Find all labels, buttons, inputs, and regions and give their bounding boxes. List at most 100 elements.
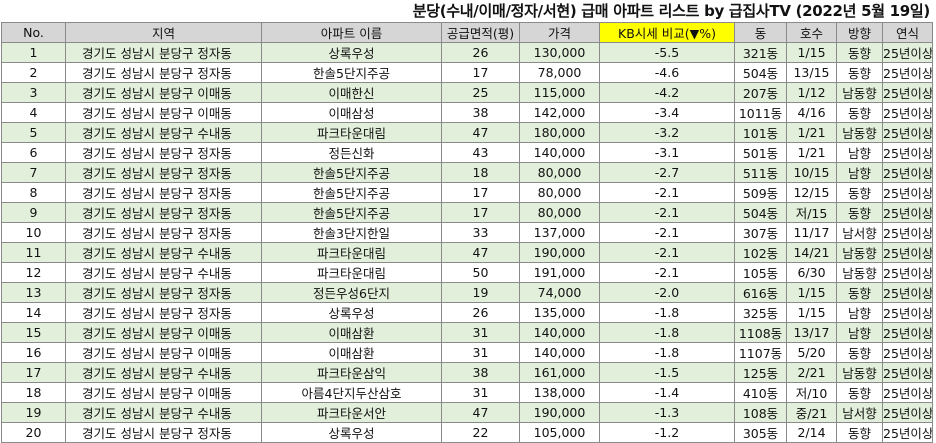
cell-area: 43	[441, 142, 520, 163]
cell-kb-compare: -1.4	[599, 382, 735, 403]
cell-age: 25년이상	[882, 322, 933, 343]
cell-unit: 10/15	[786, 162, 837, 183]
cell-no: 6	[1, 142, 66, 163]
cell-region: 경기도 성남시 분당구 이매동	[65, 322, 262, 343]
cell-region: 경기도 성남시 분당구 이매동	[65, 82, 262, 103]
cell-age: 25년이상	[882, 222, 933, 243]
cell-price: 80,000	[519, 162, 600, 183]
cell-area: 38	[441, 362, 520, 383]
cell-age: 25년이상	[882, 282, 933, 303]
cell-apartment: 파크타운대림	[261, 262, 442, 283]
cell-dong: 102동	[734, 242, 787, 263]
table-row: 14 경기도 성남시 분당구 정자동 상록우성 26 135,000 -1.8 325동 1/…	[1, 302, 933, 323]
cell-area: 17	[441, 202, 520, 223]
cell-direction: 남동향	[836, 242, 883, 263]
cell-dong: 504동	[734, 62, 787, 83]
cell-age: 25년이상	[882, 162, 933, 183]
cell-no: 11	[1, 242, 66, 263]
cell-direction: 남향	[836, 162, 883, 183]
cell-dong: 307동	[734, 222, 787, 243]
cell-no: 4	[1, 102, 66, 123]
cell-unit: 1/15	[786, 42, 837, 63]
table-row: 11 경기도 성남시 분당구 수내동 파크타운대림 47 190,000 -2.1 102동…	[1, 242, 933, 263]
cell-area: 47	[441, 122, 520, 143]
cell-apartment: 상록우성	[261, 42, 442, 63]
cell-kb-compare: -1.5	[599, 362, 735, 383]
cell-dong: 105동	[734, 262, 787, 283]
cell-apartment: 파크타운서안	[261, 402, 442, 423]
cell-dong: 511동	[734, 162, 787, 183]
cell-apartment: 한솔5단지주공	[261, 62, 442, 83]
cell-no: 10	[1, 222, 66, 243]
cell-price: 180,000	[519, 122, 600, 143]
cell-kb-compare: -5.5	[599, 42, 735, 63]
cell-no: 16	[1, 342, 66, 363]
cell-region: 경기도 성남시 분당구 수내동	[65, 122, 262, 143]
cell-price: 135,000	[519, 302, 600, 323]
cell-apartment: 한솔5단지주공	[261, 182, 442, 203]
cell-price: 140,000	[519, 322, 600, 343]
cell-apartment: 파크타운대림	[261, 242, 442, 263]
cell-unit: 13/17	[786, 322, 837, 343]
header-kb-compare: KB시세 비교(▼%)	[599, 22, 735, 43]
cell-dong: 125동	[734, 362, 787, 383]
cell-area: 26	[441, 42, 520, 63]
cell-no: 18	[1, 382, 66, 403]
cell-region: 경기도 성남시 분당구 정자동	[65, 42, 262, 63]
cell-apartment: 아름4단지두산삼호	[261, 382, 442, 403]
header-age: 연식	[882, 22, 933, 43]
cell-region: 경기도 성남시 분당구 정자동	[65, 62, 262, 83]
cell-dong: 501동	[734, 142, 787, 163]
cell-price: 138,000	[519, 382, 600, 403]
cell-direction: 남동향	[836, 122, 883, 143]
cell-unit: 13/15	[786, 62, 837, 83]
cell-no: 3	[1, 82, 66, 103]
cell-area: 50	[441, 262, 520, 283]
cell-kb-compare: -2.1	[599, 242, 735, 263]
cell-no: 12	[1, 262, 66, 283]
cell-kb-compare: -4.2	[599, 82, 735, 103]
cell-kb-compare: -2.1	[599, 262, 735, 283]
page-title: 분당(수내/이매/정자/서현) 급매 아파트 리스트 by 급집사TV (202…	[412, 2, 931, 20]
cell-kb-compare: -3.1	[599, 142, 735, 163]
cell-dong: 325동	[734, 302, 787, 323]
cell-unit: 6/30	[786, 262, 837, 283]
cell-area: 17	[441, 182, 520, 203]
cell-no: 15	[1, 322, 66, 343]
cell-price: 130,000	[519, 42, 600, 63]
cell-unit: 1/21	[786, 142, 837, 163]
cell-apartment: 정든우성6단지	[261, 282, 442, 303]
cell-dong: 1011동	[734, 102, 787, 123]
cell-region: 경기도 성남시 분당구 수내동	[65, 362, 262, 383]
header-direction: 방향	[836, 22, 883, 43]
cell-area: 25	[441, 82, 520, 103]
cell-unit: 1/15	[786, 282, 837, 303]
cell-no: 13	[1, 282, 66, 303]
cell-direction: 남향	[836, 322, 883, 343]
cell-direction: 남향	[836, 302, 883, 323]
cell-age: 25년이상	[882, 362, 933, 383]
header-dong: 동	[734, 22, 787, 43]
table-row: 16 경기도 성남시 분당구 이매동 이매삼환 31 140,000 -1.8 1107동 5…	[1, 342, 933, 363]
cell-price: 190,000	[519, 242, 600, 263]
listing-table: No. 지역 아파트 이름 공급면적(평) 가격 KB시세 비교(▼%) 동 호…	[1, 22, 933, 443]
cell-apartment: 파크타운대림	[261, 122, 442, 143]
header-apartment: 아파트 이름	[261, 22, 442, 43]
cell-age: 25년이상	[882, 382, 933, 403]
cell-direction: 남동향	[836, 82, 883, 103]
cell-kb-compare: -2.1	[599, 182, 735, 203]
cell-apartment: 이매삼환	[261, 342, 442, 363]
cell-apartment: 파크타운삼익	[261, 362, 442, 383]
cell-price: 137,000	[519, 222, 600, 243]
table-row: 1 경기도 성남시 분당구 정자동 상록우성 26 130,000 -5.5 321동 1/1…	[1, 42, 933, 63]
cell-unit: 1/12	[786, 82, 837, 103]
cell-unit: 11/17	[786, 222, 837, 243]
cell-kb-compare: -2.1	[599, 202, 735, 223]
cell-no: 8	[1, 182, 66, 203]
cell-dong: 101동	[734, 122, 787, 143]
cell-area: 31	[441, 382, 520, 403]
cell-direction: 동향	[836, 182, 883, 203]
cell-apartment: 한솔5단지주공	[261, 162, 442, 183]
cell-dong: 321동	[734, 42, 787, 63]
cell-region: 경기도 성남시 분당구 이매동	[65, 382, 262, 403]
